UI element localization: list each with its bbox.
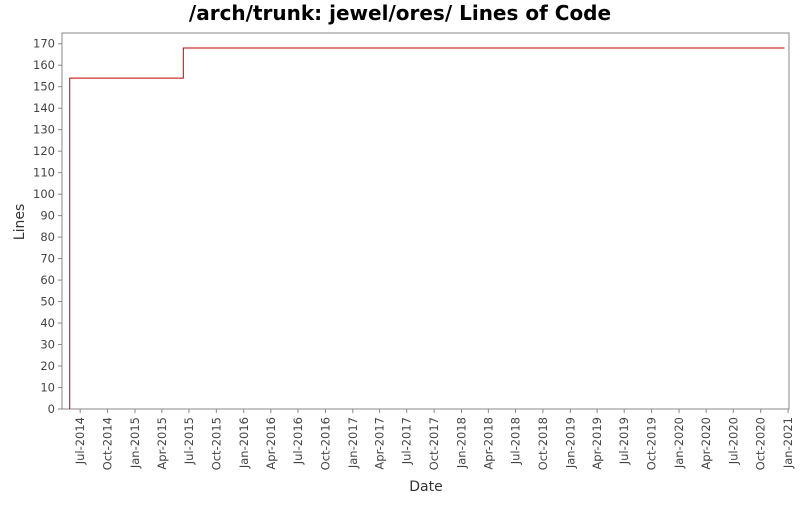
x-axis: Jul-2014 Oct-2014 Jan-2015 Apr-2015 Jul-2015…	[73, 409, 795, 470]
x-tick-label: Oct-2014	[101, 417, 115, 470]
y-axis: 0 10 20 30 40 50 60 70 80 90 100 110 120 130 140 150 160…	[33, 37, 62, 416]
x-tick-label: Oct-2017	[427, 417, 441, 470]
x-tick-label: Jul-2018	[509, 417, 523, 465]
y-tick-label: 130	[33, 123, 55, 137]
x-tick-label: Jan-2017	[346, 417, 360, 469]
y-tick-label: 30	[40, 338, 55, 352]
y-tick-label: 120	[33, 144, 55, 158]
y-tick-label: 160	[33, 58, 55, 72]
y-tick-label: 50	[40, 295, 55, 309]
y-tick-label: 140	[33, 101, 55, 115]
y-tick-label: 0	[48, 402, 55, 416]
x-tick-label: Jul-2016	[291, 417, 305, 465]
y-tick-label: 90	[40, 209, 55, 223]
series-group	[69, 47, 785, 409]
y-tick-label: 60	[40, 273, 55, 287]
x-tick-label: Jan-2015	[128, 417, 142, 469]
x-axis-title: Date	[409, 479, 442, 495]
y-tick-label: 100	[33, 187, 55, 201]
series-line	[69, 47, 785, 409]
y-axis-title: Lines	[12, 204, 28, 240]
x-tick-label: Jan-2020	[672, 417, 686, 469]
x-tick-label: Jan-2021	[781, 417, 795, 469]
x-tick-label: Jul-2017	[400, 417, 414, 465]
y-tick-label: 80	[40, 230, 55, 244]
x-tick-label: Jan-2016	[237, 417, 251, 469]
plot-area	[61, 32, 790, 410]
y-tick-label: 20	[40, 359, 55, 373]
x-tick-label: Apr-2017	[373, 417, 387, 470]
x-tick-label: Oct-2019	[645, 417, 659, 470]
x-tick-label: Oct-2018	[536, 417, 550, 470]
x-tick-label: Apr-2018	[481, 417, 495, 470]
y-tick-label: 10	[40, 381, 55, 395]
x-tick-label: Oct-2016	[318, 417, 332, 470]
x-tick-label: Jul-2020	[726, 417, 740, 465]
y-tick-label: 170	[33, 37, 55, 51]
x-tick-label: Apr-2020	[699, 417, 713, 470]
x-tick-label: Apr-2016	[264, 417, 278, 470]
x-tick-label: Apr-2015	[155, 417, 169, 470]
y-tick-label: 110	[33, 166, 55, 180]
x-tick-label: Jul-2015	[182, 417, 196, 465]
x-tick-label: Jul-2014	[73, 417, 87, 465]
x-tick-label: Oct-2020	[754, 417, 768, 470]
x-tick-label: Apr-2019	[590, 417, 604, 470]
x-tick-label: Jan-2018	[455, 417, 469, 469]
chart-title: /arch/trunk: jewel/ores/ Lines of Code	[189, 1, 611, 25]
x-tick-label: Oct-2015	[209, 417, 223, 470]
y-tick-label: 150	[33, 80, 55, 94]
y-tick-label: 40	[40, 316, 55, 330]
x-tick-label: Jan-2019	[563, 417, 577, 469]
x-tick-label: Jul-2019	[617, 417, 631, 465]
y-tick-label: 70	[40, 252, 55, 266]
